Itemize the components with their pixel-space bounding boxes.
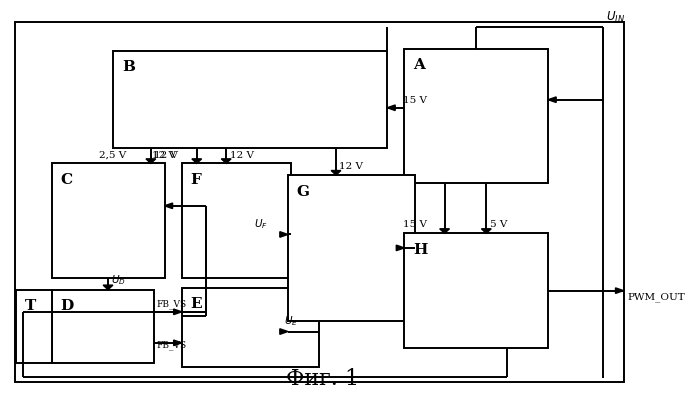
Polygon shape [164,203,173,209]
Bar [16,290,52,364]
Polygon shape [146,159,156,164]
Bar [182,288,319,367]
Polygon shape [387,105,395,110]
Text: 12 V: 12 V [154,151,178,160]
Text: $U_{IN}$: $U_{IN}$ [606,10,626,25]
Text: A: A [413,58,425,72]
Text: 2,5 V: 2,5 V [99,151,127,160]
Text: 15 V: 15 V [403,220,428,229]
Text: G: G [297,185,310,199]
Text: T: T [24,299,36,313]
Polygon shape [548,97,556,103]
Bar [52,290,154,364]
Text: F: F [191,173,201,187]
Text: B: B [122,61,135,74]
Polygon shape [331,171,341,175]
Polygon shape [280,231,288,237]
Text: 5 V: 5 V [490,220,507,229]
Bar [52,164,164,278]
Bar [15,22,624,382]
Text: 15 V: 15 V [403,96,426,105]
Polygon shape [173,340,182,346]
Text: $U_F$: $U_F$ [254,218,268,231]
Text: Фиг. 1: Фиг. 1 [285,368,359,389]
Polygon shape [222,159,231,164]
Text: FB_VS: FB_VS [157,300,187,310]
Bar [113,51,387,148]
Text: H: H [413,243,428,257]
Text: $U_D$: $U_D$ [111,273,127,287]
Bar [288,175,415,321]
Text: 12 V: 12 V [229,151,254,160]
Polygon shape [192,159,201,164]
Polygon shape [396,245,404,251]
Bar [182,164,291,278]
Text: FB_VS: FB_VS [157,340,187,350]
Text: E: E [191,297,202,311]
Bar [404,233,548,348]
Polygon shape [280,329,288,334]
Text: 12 V: 12 V [340,162,363,171]
Text: D: D [60,299,73,313]
Bar [404,49,548,183]
Text: $U_E$: $U_E$ [284,315,298,328]
Polygon shape [482,229,491,233]
Text: 12 V: 12 V [152,151,176,160]
Polygon shape [103,285,113,290]
Text: PWM_OUT: PWM_OUT [628,292,685,302]
Text: C: C [60,173,73,187]
Polygon shape [173,309,182,315]
Polygon shape [440,229,449,233]
Polygon shape [616,288,624,293]
